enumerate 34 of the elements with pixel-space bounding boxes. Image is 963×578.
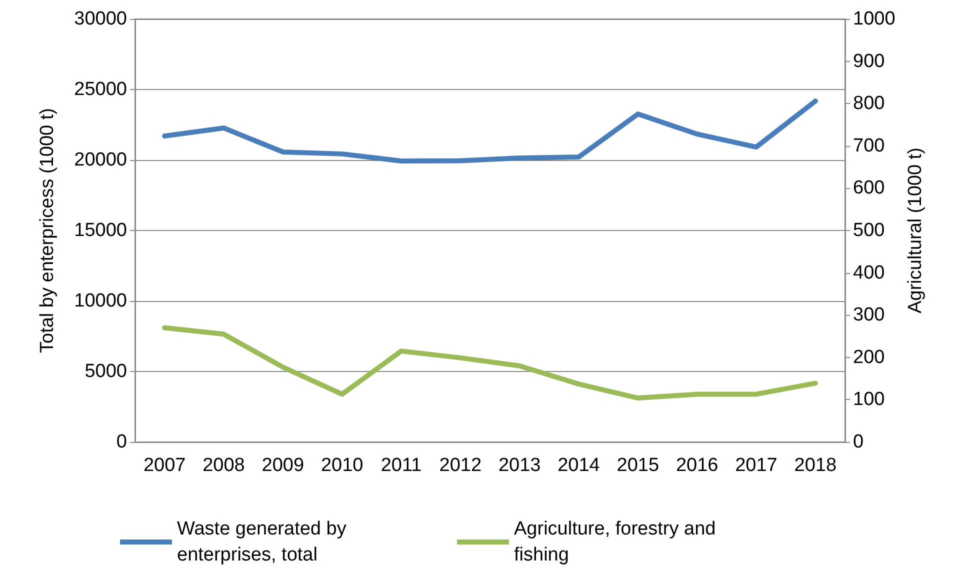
x-tick-label: 2011 <box>380 455 422 476</box>
x-tick-label: 2009 <box>262 455 304 476</box>
x-tick-label: 2010 <box>320 455 364 476</box>
y-tick-label: 30000 <box>74 8 127 30</box>
legend-label: Waste generated by enterprises, total <box>177 518 352 566</box>
y2-tick-label: 700 <box>853 135 885 156</box>
y-tick-label: 10000 <box>74 290 127 312</box>
y-tick-label: 5000 <box>84 361 127 382</box>
x-tick-label: 2018 <box>794 455 837 476</box>
y-tick-label: 25000 <box>74 79 127 100</box>
y2-tick-label: 300 <box>853 304 885 326</box>
x-tick-label: 2016 <box>676 455 718 476</box>
y2-tick-label: 200 <box>853 346 885 368</box>
y-tick-label: 0 <box>116 432 127 452</box>
legend-label: Agriculture, forestry and fishing <box>514 518 721 566</box>
y2-tick-label: 400 <box>853 262 885 284</box>
y2-tick-label: 1000 <box>853 8 896 30</box>
x-tick-label: 2007 <box>143 455 186 476</box>
y-axis-title: Total by enterpricess (1000 t) <box>37 108 58 354</box>
x-tick-label: 2015 <box>616 455 660 476</box>
y2-tick-label: 100 <box>853 389 885 410</box>
x-tick-label: 2008 <box>202 455 245 476</box>
y2-tick-label: 800 <box>853 93 885 114</box>
y2-tick-label: 500 <box>853 220 885 241</box>
y2-axis-title: Agricultural (1000 t) <box>905 148 926 314</box>
x-tick-label: 2012 <box>439 455 482 476</box>
y-tick-label: 15000 <box>74 220 127 241</box>
x-tick-label: 2017 <box>735 455 778 476</box>
y2-tick-label: 900 <box>853 50 885 72</box>
x-tick-label: 2013 <box>498 455 541 476</box>
x-tick-label: 2014 <box>558 455 600 476</box>
y2-tick-label: 0 <box>853 432 864 452</box>
y2-tick-label: 600 <box>853 178 885 199</box>
y-tick-label: 20000 <box>74 150 127 170</box>
